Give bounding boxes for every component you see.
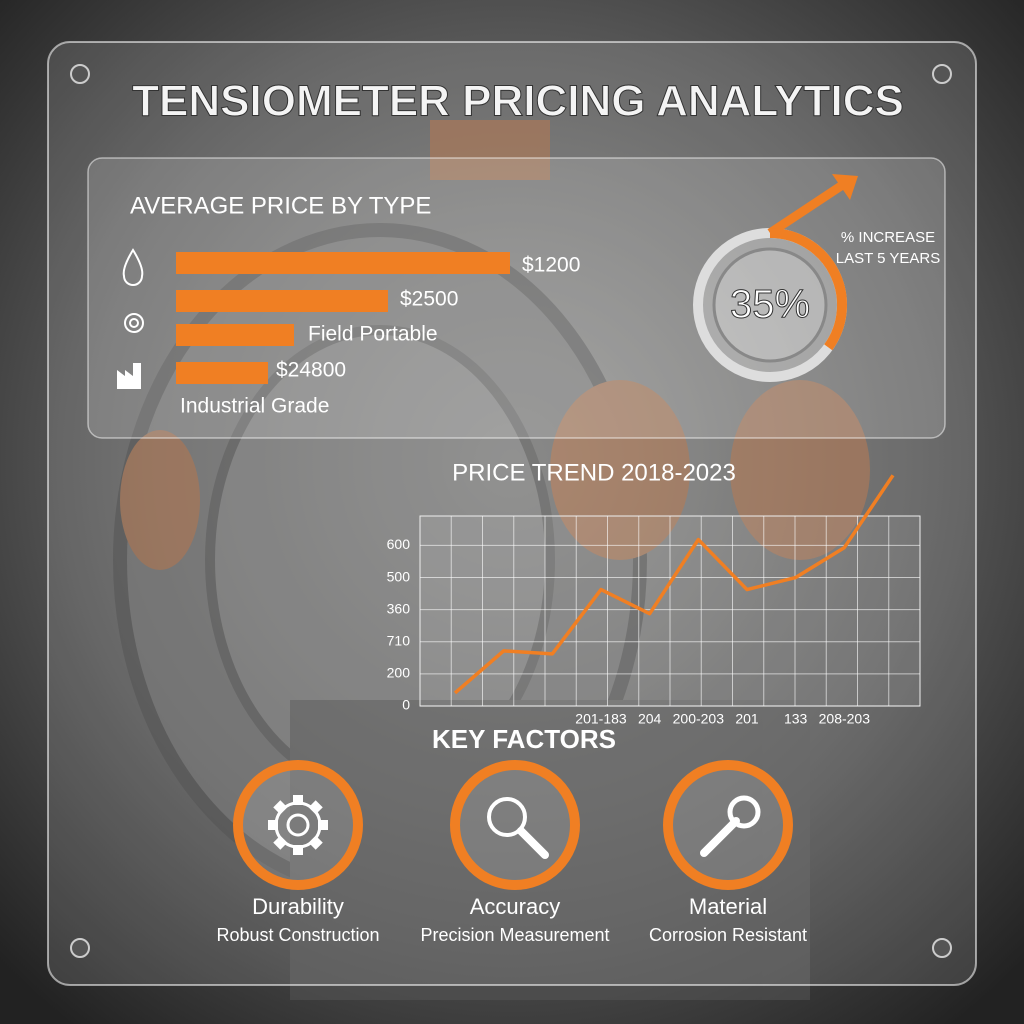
section-title: AVERAGE PRICE BY TYPE (130, 192, 431, 219)
x-tick-label: 201 (735, 711, 759, 727)
y-tick-label: 200 (387, 665, 411, 681)
bars (176, 252, 510, 384)
x-tick-label: 208-203 (819, 711, 871, 727)
machine-silhouette (113, 120, 870, 1000)
section-title: KEY FACTORS (432, 724, 616, 754)
x-tick-label: 200-203 (673, 711, 725, 727)
y-tick-label: 710 (387, 632, 411, 648)
drop-icon (122, 248, 144, 286)
screws (70, 64, 952, 958)
trend-arrow (767, 176, 853, 237)
factor-ring (233, 760, 363, 890)
factor-ring (450, 760, 580, 890)
factory-icon (117, 363, 141, 389)
gear-icon (124, 313, 144, 333)
bar (176, 324, 294, 346)
page-title: TENSIOMETER PRICING ANALYTICS (132, 77, 904, 126)
trend-arrow-head (832, 174, 858, 200)
line-chart: 0 200 710 360 500 600 201-183 204 200-203 201 133 2… (387, 474, 921, 727)
factor-subtitle: Precision Measurement (420, 925, 609, 945)
key-factors: Durability Robust Construction Accuracy Pre… (216, 760, 807, 945)
gauge-arc (769, 228, 847, 351)
y-tick-label: 600 (387, 536, 411, 552)
y-tick-label: 360 (387, 600, 411, 616)
bar (176, 362, 268, 384)
gauge-caption: LAST 5 YEARS (836, 250, 941, 267)
factor-subtitle: Robust Construction (216, 925, 379, 945)
gauge-caption: % INCREASE (841, 229, 935, 246)
gauge-value: 35% (730, 283, 810, 327)
y-tick-label: 0 (402, 697, 410, 713)
x-tick-label: 133 (784, 711, 808, 727)
factor-icon (700, 795, 761, 857)
price-line (453, 474, 895, 695)
type-icons (117, 248, 144, 389)
factor-title: Material (689, 894, 767, 919)
factor-subtitle: Corrosion Resistant (649, 925, 807, 945)
bar-label: $2500 (400, 288, 458, 311)
factor-icon (268, 795, 328, 855)
bar (176, 290, 388, 312)
bar-label: Field Portable (308, 323, 438, 346)
factor-title: Durability (252, 894, 344, 919)
bar-label: Industrial Grade (180, 395, 329, 418)
x-tick-label: 201-183 (575, 711, 627, 727)
factor-title: Accuracy (470, 894, 560, 919)
x-tick-label: 204 (638, 711, 662, 727)
bar-label: $1200 (522, 254, 580, 277)
chart-title: PRICE TREND 2018-2023 (452, 459, 736, 486)
bar (176, 252, 510, 274)
factor-icon (487, 797, 549, 859)
bar-label: $24800 (276, 359, 346, 382)
gauge-inner (712, 247, 828, 363)
y-tick-label: 500 (387, 568, 411, 584)
glass-panel (47, 41, 977, 986)
